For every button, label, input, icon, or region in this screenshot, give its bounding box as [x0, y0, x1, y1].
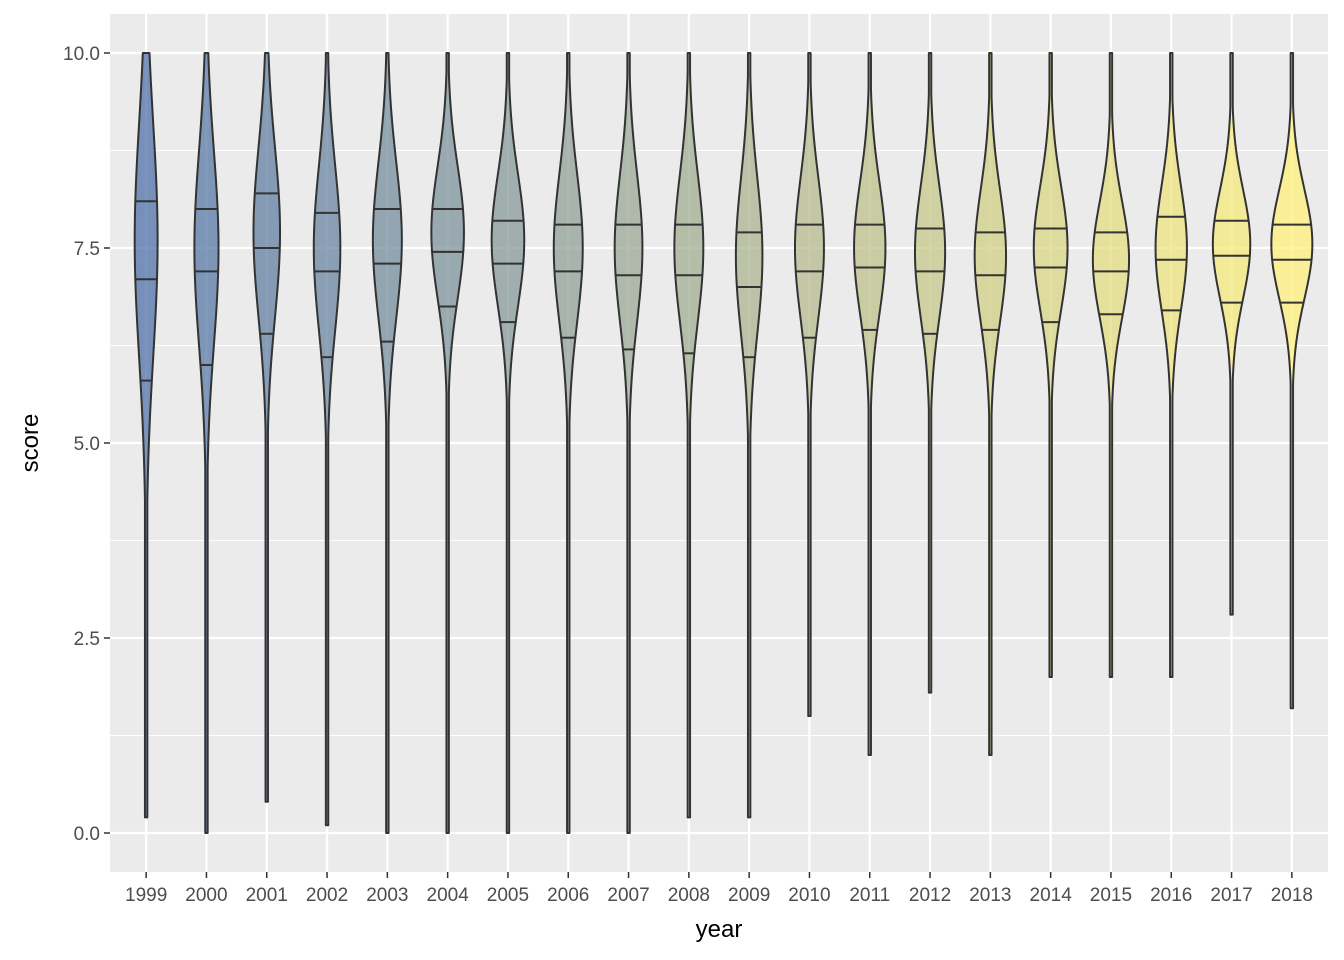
violin-2011 [853, 52, 887, 756]
x-tick-label: 2009 [728, 885, 770, 906]
violin-2014 [1032, 52, 1069, 678]
x-tick-label: 2004 [427, 885, 470, 906]
x-axis: 1999 2000 2001 2002 2003 2004 2005 2006 2007 2008… [125, 872, 1313, 906]
violin-2005 [490, 52, 526, 834]
violins [133, 52, 1314, 834]
x-tick-label: 2000 [185, 885, 227, 906]
x-tick-label: 2014 [1030, 885, 1073, 906]
x-tick-label: 2017 [1210, 885, 1252, 906]
y-axis: 0.0 2.5 5.0 7.5 10.0 [63, 44, 110, 845]
violin-2018 [1270, 52, 1314, 710]
violin-2015 [1091, 52, 1131, 678]
x-tick-label: 2012 [909, 885, 951, 906]
violin-2010 [793, 52, 825, 717]
violin-2008 [673, 52, 705, 819]
violin-2017 [1211, 52, 1252, 616]
x-tick-label: 2011 [849, 885, 890, 906]
violin-2004 [430, 52, 465, 834]
x-tick-label: 2006 [547, 885, 589, 906]
y-tick-label: 2.5 [74, 629, 100, 650]
y-tick-label: 7.5 [74, 239, 100, 260]
x-tick-label: 2018 [1271, 885, 1313, 906]
y-tick-label: 10.0 [63, 44, 100, 65]
violin-1999 [133, 52, 159, 819]
violin-2007 [613, 52, 644, 834]
x-tick-label: 2008 [668, 885, 710, 906]
violin-2009 [734, 52, 764, 819]
x-tick-label: 1999 [125, 885, 167, 906]
x-tick-label: 2016 [1150, 885, 1192, 906]
violin-2002 [312, 52, 342, 827]
y-tick-label: 5.0 [74, 434, 100, 455]
x-tick-label: 2002 [306, 885, 348, 906]
x-tick-label: 2005 [487, 885, 529, 906]
violin-2006 [552, 52, 584, 834]
x-tick-label: 2007 [607, 885, 649, 906]
x-tick-label: 2013 [969, 885, 1011, 906]
x-tick-label: 2001 [246, 885, 288, 906]
y-tick-label: 0.0 [74, 824, 100, 845]
violin-2003 [371, 52, 403, 834]
violin-2013 [973, 52, 1008, 756]
minor-gridlines [110, 150, 1328, 736]
x-axis-title: year [696, 916, 743, 943]
violin-2012 [913, 52, 947, 694]
violin-2000 [193, 52, 220, 834]
violin-2001 [252, 52, 282, 803]
x-tick-label: 2003 [366, 885, 408, 906]
x-tick-label: 2015 [1090, 885, 1132, 906]
violin-2016 [1154, 52, 1188, 678]
x-tick-label: 2010 [788, 885, 830, 906]
y-axis-title: score [17, 414, 44, 473]
